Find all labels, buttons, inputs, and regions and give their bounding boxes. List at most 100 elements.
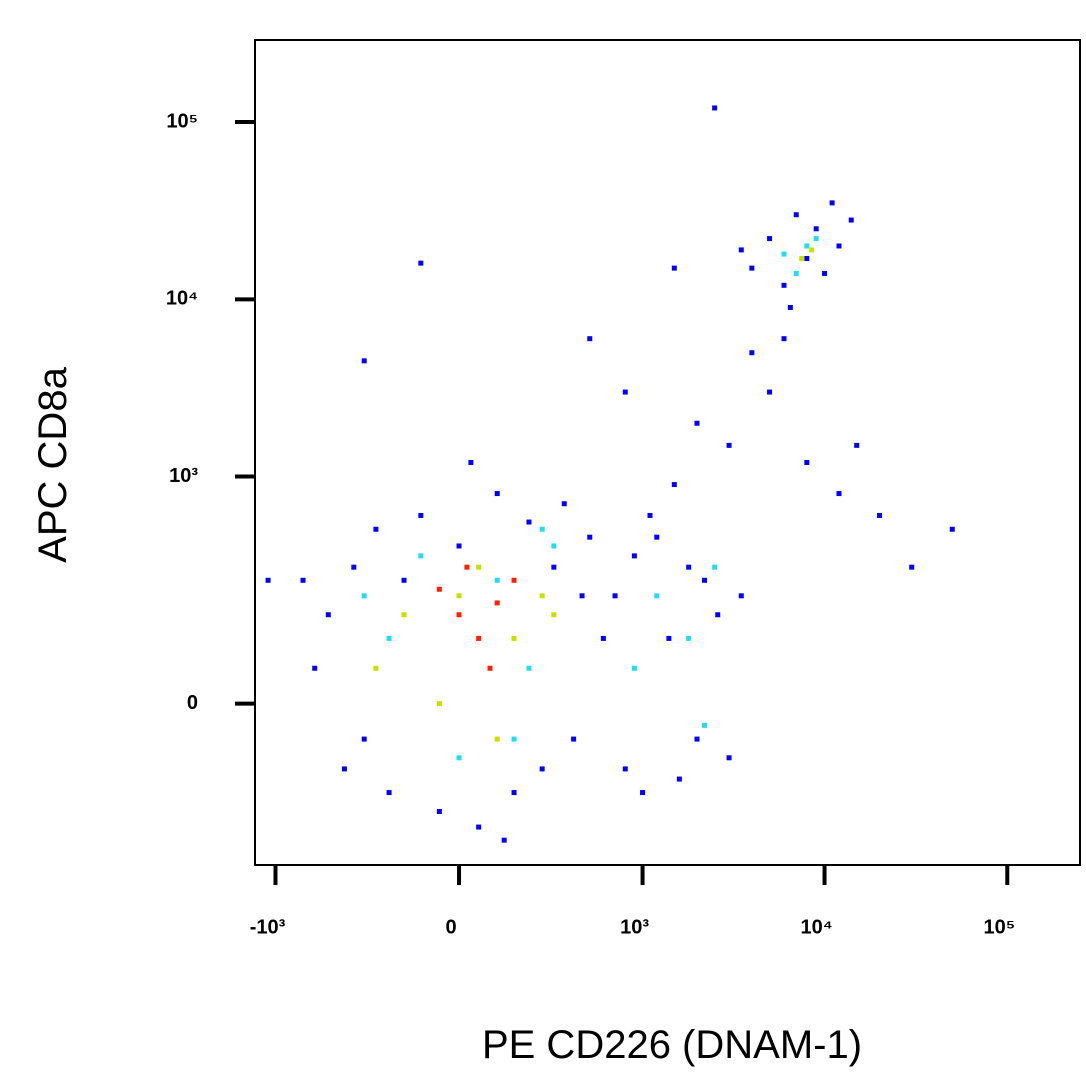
point (418, 260, 424, 266)
point (848, 217, 854, 223)
point (351, 564, 357, 570)
point (494, 600, 500, 606)
point (539, 766, 545, 772)
point (494, 736, 500, 742)
point (456, 612, 462, 618)
point (726, 442, 732, 448)
point (401, 577, 407, 583)
point (300, 577, 306, 583)
point (418, 512, 424, 518)
point (361, 358, 367, 364)
point (571, 736, 577, 742)
point (877, 512, 883, 518)
x-tick-label: -10³ (250, 916, 286, 938)
point (561, 501, 567, 507)
point (676, 776, 682, 782)
point (464, 564, 470, 570)
y-tick-label: 10⁴ (166, 288, 198, 310)
point (836, 243, 842, 249)
point (341, 766, 347, 772)
point (767, 236, 773, 242)
point (436, 586, 442, 592)
point (494, 491, 500, 497)
point (822, 270, 828, 276)
y-axis-title: APC CD8a (31, 366, 75, 562)
point (804, 243, 810, 249)
point (361, 593, 367, 599)
point (686, 564, 692, 570)
point (579, 593, 585, 599)
point (694, 736, 700, 742)
point (551, 543, 557, 549)
point (804, 255, 810, 261)
x-tick-label: 0 (445, 916, 456, 938)
point (793, 270, 799, 276)
point (909, 564, 915, 570)
point (373, 526, 379, 532)
point (715, 612, 721, 618)
point (854, 442, 860, 448)
point (612, 593, 618, 599)
point (600, 635, 606, 641)
point (526, 519, 532, 525)
point (551, 564, 557, 570)
point (456, 755, 462, 761)
point (813, 226, 819, 232)
point (749, 350, 755, 356)
point (793, 212, 799, 218)
x-tick-label: 10³ (620, 916, 649, 938)
point (949, 526, 955, 532)
plot-frame (254, 39, 1081, 866)
point (551, 612, 557, 618)
point (456, 593, 462, 599)
point (813, 236, 819, 242)
x-tick-label: 10⁵ (983, 916, 1015, 938)
point (511, 736, 517, 742)
point (640, 790, 646, 796)
point (401, 612, 407, 618)
point (631, 665, 637, 671)
point (694, 420, 700, 426)
point (809, 247, 815, 253)
point (799, 255, 805, 261)
point (666, 635, 672, 641)
point (654, 593, 660, 599)
point (781, 282, 787, 288)
point (265, 577, 271, 583)
x-axis-title: PE CD226 (DNAM-1) (482, 1023, 862, 1067)
point (631, 553, 637, 559)
point (671, 265, 677, 271)
point (511, 790, 517, 796)
point (476, 635, 482, 641)
y-tick-label: 10⁵ (166, 110, 198, 132)
point (587, 336, 593, 342)
point (686, 635, 692, 641)
y-tick-label: 0 (187, 692, 198, 714)
point (726, 755, 732, 761)
point (781, 336, 787, 342)
point (456, 543, 462, 549)
point (476, 824, 482, 830)
point (386, 635, 392, 641)
point (476, 564, 482, 570)
y-tick-label: 10³ (169, 465, 198, 487)
point (361, 736, 367, 742)
point (468, 460, 474, 466)
point (738, 247, 744, 253)
point (587, 534, 593, 540)
point (787, 304, 793, 310)
point (738, 593, 744, 599)
x-tick-label: 10⁴ (800, 916, 832, 938)
point (526, 665, 532, 671)
point (749, 265, 755, 271)
point (386, 790, 392, 796)
point (622, 389, 628, 395)
point (712, 564, 718, 570)
point (501, 837, 507, 843)
point (312, 665, 318, 671)
point (511, 577, 517, 583)
point (511, 635, 517, 641)
point (418, 553, 424, 559)
point (671, 482, 677, 488)
point (647, 512, 653, 518)
